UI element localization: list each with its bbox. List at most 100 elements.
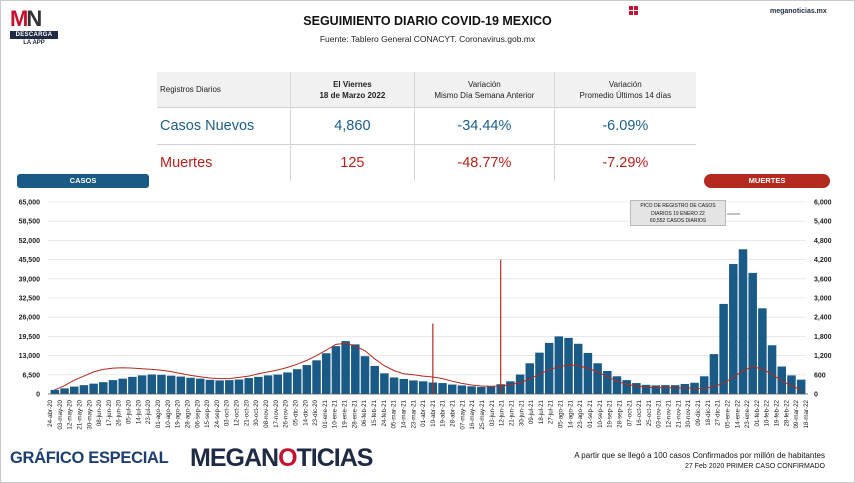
cases-bar [118,378,127,394]
cases-bar [593,363,602,394]
cases-bar [370,365,379,394]
cases-bar [738,249,748,394]
cases-bar [99,382,108,394]
cases-bar [128,376,137,394]
cases-bar [215,380,224,394]
peak-annotation: PICO DE REGISTRO DE CASOS DIARIOS 19 ENE… [630,200,726,226]
y-left-tick-label: 45,500 [19,257,41,264]
x-tick-label: 21-oct-20 [243,399,250,426]
logo-m: M [10,6,28,31]
daily-stats-table: Registros Diarios El Viernes 18 de Marzo … [157,72,696,181]
x-tick-label: 10-ene-21 [332,399,339,428]
row-var-week: -48.77% [414,144,555,181]
y-left-tick-label: 32,500 [19,296,41,303]
cases-bar [244,378,253,394]
x-tick-label: 14-ago-21 [567,399,574,428]
meganoticias-logo[interactable]: MN DESCARGA LA APP [10,8,58,46]
cases-bar [515,374,525,394]
header-variacion-14: Variación Promedio Últimos 14 días [553,72,696,108]
x-tick-label: 19-ago-20 [175,399,182,428]
cases-bar [360,356,370,394]
table-header-row: Registros Diarios El Viernes 18 de Marzo … [157,72,696,108]
x-tick-label: 26-nov-20 [283,399,290,427]
cases-bar [767,345,777,394]
cases-bar [641,384,651,394]
brand-part: MEGAN [190,444,279,472]
cases-bar [787,375,796,394]
logo-mark: MN [10,8,58,30]
cases-bar [89,383,98,394]
x-tick-label: 01-sep-21 [587,399,594,427]
x-tick-label: 10-feb-22 [764,399,771,426]
annotation-line: 60,552 CASOS DIARIOS [649,218,707,224]
cases-bar [603,370,612,394]
y-left-tick-label: 6,500 [22,372,40,379]
y-right-tick-label: 1,200 [814,353,832,360]
x-tick-label: 21-jun-21 [508,399,515,426]
x-tick-label: 05-dic-20 [292,399,299,425]
x-tick-label: 05-ago-21 [558,399,565,428]
cases-bar [283,372,292,394]
x-tick-label: 06-sep-20 [194,399,201,427]
cases-bar [60,388,69,394]
y-left-tick-label: 52,000 [19,238,41,245]
cases-bar [564,337,573,394]
cases-bar [166,375,176,394]
y-left-tick-label: 0 [36,392,40,399]
x-tick-label: 12-may-20 [67,399,74,429]
cases-bar [409,380,418,394]
y-right-tick-label: 600 [814,372,826,379]
x-tick-label: 01-ago-20 [155,399,162,428]
cases-bar [583,352,593,394]
x-tick-label: 14-ene-22 [734,399,741,428]
y-left-tick-label: 58,500 [19,219,41,226]
y-left-tick-label: 13,000 [19,353,41,360]
cases-bar [263,375,273,394]
cases-bar [709,354,719,394]
x-tick-label: 09-mar-22 [793,399,800,428]
x-tick-label: 21-may-20 [76,399,83,429]
x-tick-label: 12-nov-21 [666,399,673,427]
x-tick-label: 01-feb-22 [754,399,761,426]
cases-bar [312,360,321,394]
y-left-tick-label: 26,000 [19,315,41,322]
grid-icon[interactable] [629,6,638,15]
cases-bar [554,336,564,394]
x-tick-label: 28-feb-22 [783,399,790,426]
x-tick-label: 14-mar-21 [400,399,407,428]
y-right-tick-label: 3,600 [814,276,832,283]
row-var-14: -6.09% [553,107,696,145]
x-tick-label: 15-sep-20 [204,399,211,427]
y-left-tick-label: 39,000 [19,276,41,283]
cases-bar [622,380,631,394]
x-tick-label: 18-dic-21 [705,399,712,425]
row-label: Casos Nuevos [157,107,291,145]
site-url[interactable]: meganoticias.mx [770,8,827,15]
cases-bar [195,378,205,394]
cases-bar [273,374,283,394]
row-value: 125 [289,144,415,181]
x-tick-label: 30-nov-21 [685,399,692,427]
cases-bar [399,378,409,394]
x-tick-label: 30-jun-21 [518,399,525,426]
x-tick-label: 23-mar-21 [410,399,417,428]
cases-bar [254,376,263,394]
cases-bar [321,353,331,394]
x-tick-label: 07-oct-21 [626,399,633,426]
y-right-tick-label: 0 [814,392,818,399]
x-tick-label: 06-feb-21 [361,399,368,426]
x-tick-label: 28-ene-21 [351,399,358,428]
x-tick-label: 30-oct-20 [253,399,260,426]
x-tick-label: 24-sep-20 [214,399,221,427]
y-right-tick-label: 4,200 [814,257,832,264]
x-tick-label: 23-dic-20 [312,399,319,425]
cases-bar [157,374,166,394]
cases-bar [535,352,544,394]
cases-bar [651,385,661,394]
x-tick-label: 12-oct-20 [234,399,241,426]
x-tick-label: 15-feb-21 [371,399,378,426]
x-tick-label: 05-mar-21 [391,399,398,428]
row-label: Muertes [157,144,291,181]
cases-bar [302,365,312,394]
cases-bar [573,343,583,394]
